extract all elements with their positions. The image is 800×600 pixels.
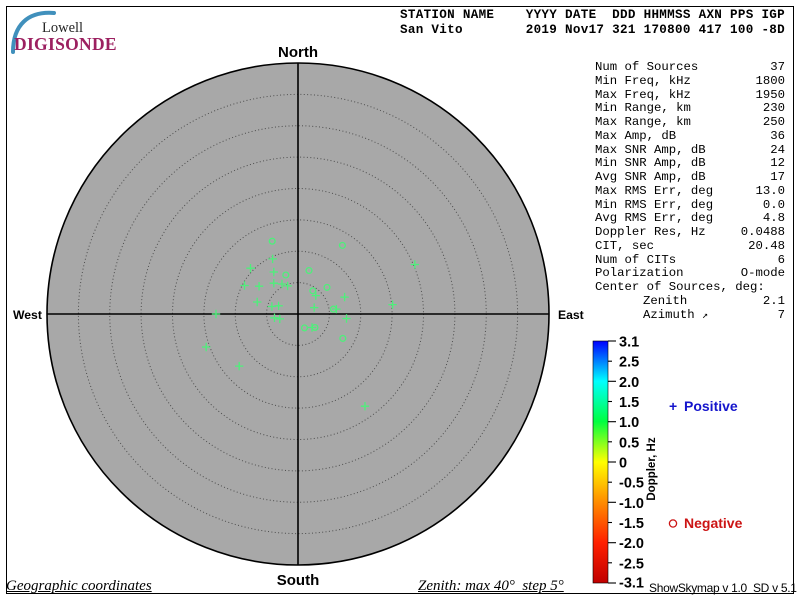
svg-text:1.0: 1.0	[619, 415, 639, 431]
svg-text:West: West	[13, 308, 42, 322]
svg-text:+: +	[669, 398, 677, 414]
svg-text:-3.1: -3.1	[619, 576, 644, 592]
svg-text:Positive: Positive	[684, 398, 738, 414]
svg-text:-1.0: -1.0	[619, 496, 644, 512]
svg-text:South: South	[277, 572, 320, 589]
svg-text:1.5: 1.5	[619, 395, 639, 411]
svg-text:0.5: 0.5	[619, 435, 639, 451]
svg-text:-1.5: -1.5	[619, 516, 644, 532]
svg-text:Negative: Negative	[684, 515, 743, 531]
svg-text:East: East	[558, 308, 584, 322]
svg-text:2.5: 2.5	[619, 355, 639, 371]
svg-text:3.1: 3.1	[619, 335, 639, 351]
svg-text:North: North	[278, 44, 318, 61]
svg-text:Doppler, Hz: Doppler, Hz	[646, 437, 658, 501]
svg-text:-2.0: -2.0	[619, 536, 644, 552]
svg-text:0: 0	[619, 456, 627, 472]
svg-text:DIGISONDE: DIGISONDE	[14, 34, 117, 54]
svg-text:-2.5: -2.5	[619, 556, 644, 572]
svg-text:-0.5: -0.5	[619, 476, 644, 492]
svg-text:2.0: 2.0	[619, 375, 639, 391]
